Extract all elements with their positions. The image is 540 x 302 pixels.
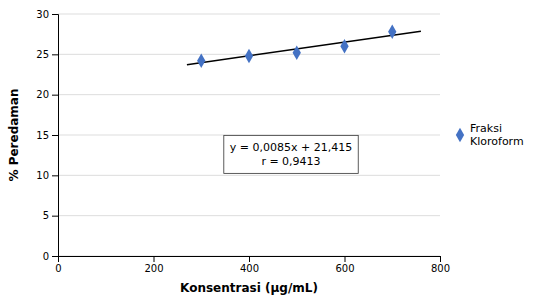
legend-label: FraksiKloroform — [470, 122, 524, 148]
tick-label: 200 — [144, 263, 163, 274]
grid-line — [58, 175, 440, 176]
x-axis: 0 200 400 600 800 — [55, 256, 450, 274]
tick-mark — [249, 256, 250, 262]
tick-label: 25 — [36, 49, 49, 60]
point — [197, 54, 205, 68]
legend: FraksiKloroform — [456, 122, 524, 148]
tick-mark — [52, 216, 58, 217]
tick-label: 0 — [43, 251, 49, 262]
tick: 15 — [36, 130, 58, 141]
tick: 400 — [240, 256, 259, 274]
plot: 0 200 400 600 800 0 5 10 15 20 25 30 Konsentrasi (μg… — [7, 9, 450, 295]
tick: 25 — [36, 49, 58, 60]
tick-mark — [52, 175, 58, 176]
tick-label: 800 — [431, 263, 450, 274]
tick: 800 — [431, 256, 450, 274]
point — [340, 39, 348, 53]
axis-line — [52, 15, 59, 257]
tick: 20 — [36, 89, 58, 100]
tick-label: 20 — [36, 89, 49, 100]
grid-line — [58, 215, 440, 216]
tick-mark — [52, 135, 58, 136]
tick-mark — [345, 256, 346, 262]
tick-label: 400 — [240, 263, 259, 274]
grid-line — [58, 14, 440, 15]
tick-mark — [52, 14, 58, 15]
tick-label: 30 — [36, 9, 49, 20]
marks — [187, 25, 421, 68]
point — [388, 25, 396, 39]
tick: 200 — [144, 256, 163, 274]
annotation: y = 0,0085x + 21,415r = 0,9413 — [224, 135, 358, 173]
annotation-box — [224, 135, 358, 173]
regression-line — [187, 31, 421, 65]
grid — [58, 14, 440, 256]
legend-swatch — [456, 128, 464, 142]
tick: 0 — [43, 251, 58, 262]
tick-mark — [52, 54, 58, 55]
x-axis-title: Konsentrasi (μg/mL) — [180, 281, 318, 295]
tick: 0 — [55, 256, 61, 274]
tick-mark — [52, 95, 58, 96]
tick-mark — [440, 256, 441, 262]
annotation-text: r = 0,9413 — [261, 155, 320, 168]
point — [245, 49, 253, 63]
tick-label: 600 — [335, 263, 354, 274]
tick-mark — [52, 256, 58, 257]
tick: 10 — [36, 170, 58, 181]
tick-label: 10 — [36, 170, 49, 181]
grid-line — [58, 94, 440, 95]
tick: 30 — [36, 9, 58, 20]
y-axis: 0 5 10 15 20 25 30 — [36, 9, 58, 262]
tick-mark — [154, 256, 155, 262]
tick-label: 0 — [55, 263, 61, 274]
tick-label: 5 — [43, 210, 49, 221]
axis-line — [59, 257, 441, 263]
annotation-text: y = 0,0085x + 21,415 — [230, 141, 352, 154]
tick: 5 — [43, 210, 58, 221]
tick: 600 — [335, 256, 354, 274]
y-axis-title: % Peredaman — [7, 88, 21, 181]
point — [293, 46, 301, 60]
chart: 0 200 400 600 800 0 5 10 15 20 25 30 Konsentrasi (μg… — [0, 0, 540, 302]
tick-label: 15 — [36, 130, 49, 141]
